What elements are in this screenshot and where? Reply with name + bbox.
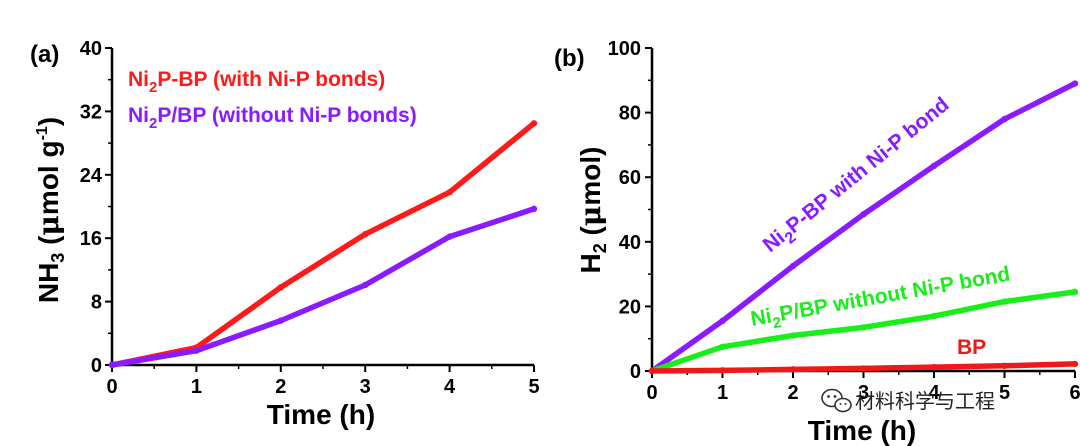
series-line-0 — [109, 120, 537, 368]
chart-a: (a) NH3 (μmol g-1) 0 1 2 3 4 5 0 8 16 24 32 40 Time… — [30, 38, 540, 430]
axes-a — [110, 48, 534, 367]
x-tick-label: 1 — [191, 376, 202, 398]
data-point — [1001, 115, 1008, 123]
data-point — [719, 367, 726, 374]
y-tick-label: 0 — [630, 361, 641, 383]
y-tick-label: 32 — [80, 101, 102, 123]
series-line-1 — [109, 206, 537, 368]
data-point — [1001, 298, 1008, 305]
x-tick-label: 5 — [528, 376, 539, 398]
y-axis-title-b: H2 (μmol) — [574, 147, 610, 274]
data-point — [789, 332, 797, 339]
data-point — [1071, 360, 1079, 368]
x-tick-label: 4 — [928, 382, 940, 404]
data-point — [648, 367, 656, 375]
data-point — [277, 284, 284, 291]
panel-label-b: (b) — [554, 45, 585, 72]
data-point — [719, 317, 726, 325]
x-tick-label: 0 — [106, 376, 117, 398]
x-tick-label: 5 — [999, 382, 1010, 404]
series-label-bp: BP — [957, 336, 986, 359]
x-tick-label: 6 — [1069, 382, 1080, 404]
data-point — [1001, 362, 1008, 370]
x-tick-label: 1 — [717, 382, 728, 404]
y-tick-label: 24 — [80, 165, 103, 187]
series-a — [108, 120, 538, 369]
x-tick-label: 0 — [646, 382, 657, 404]
y-tick-label: 20 — [619, 296, 641, 318]
wechat-icon — [821, 388, 852, 413]
data-point — [930, 312, 938, 320]
x-axis-title-a: Time (h) — [267, 399, 375, 430]
data-point — [362, 281, 369, 289]
data-point — [530, 120, 538, 127]
data-point — [108, 361, 116, 369]
y-tick-label: 40 — [619, 232, 641, 254]
axis-lines — [110, 48, 534, 367]
y-axis-title-a: NH3 (μmol g-1) — [32, 117, 68, 303]
x-tick-label: 4 — [444, 376, 456, 398]
watermark-text: 材料科学与工程 — [855, 390, 995, 413]
ticks-a: 0 1 2 3 4 5 0 8 16 24 32 40 — [80, 38, 540, 398]
x-axis-title-b: Time (h) — [808, 415, 916, 446]
x-tick-label: 3 — [858, 382, 869, 404]
legend-entry-ni2p-bp: Ni2P-BP (with Ni-P bonds) — [128, 68, 385, 96]
y-tick-label: 40 — [80, 38, 102, 60]
data-point — [530, 205, 538, 213]
y-tick-label: 80 — [619, 103, 641, 125]
data-point — [860, 324, 867, 331]
watermark: 材料科学与工程 — [821, 388, 995, 413]
data-point — [860, 365, 867, 372]
data-point — [446, 189, 453, 196]
data-point — [1071, 80, 1079, 87]
y-tick-label: 60 — [619, 167, 641, 189]
data-point — [446, 233, 453, 240]
y-tick-label: 0 — [91, 355, 102, 377]
x-tick-label: 3 — [360, 376, 371, 398]
data-point — [719, 343, 726, 350]
data-point — [930, 363, 938, 371]
series-b — [648, 80, 1079, 375]
y-tick-label: 100 — [608, 38, 641, 60]
x-tick-label: 2 — [275, 376, 286, 398]
data-point — [277, 317, 284, 324]
data-point — [789, 366, 797, 373]
data-point — [789, 262, 797, 270]
y-tick-label: 16 — [80, 228, 102, 250]
y-tick-label: 8 — [91, 292, 102, 314]
data-point — [193, 347, 200, 354]
data-point — [930, 162, 938, 170]
data-point — [860, 211, 867, 218]
data-point — [362, 231, 369, 238]
panel-label-a: (a) — [30, 41, 59, 68]
series-label-ni2p-bp-bond: Ni2P-BP with Ni-P bond — [759, 93, 957, 261]
data-point — [1071, 288, 1079, 296]
x-tick-label: 2 — [787, 382, 798, 404]
legend-entry-ni2p-slash-bp: Ni2P/BP (without Ni-P bonds) — [128, 104, 417, 132]
